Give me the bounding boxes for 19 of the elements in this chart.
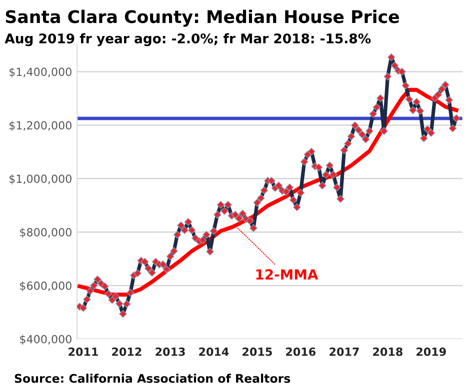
x-tick-label: 2014 bbox=[199, 348, 229, 356]
x-tick-label: 2013 bbox=[156, 348, 185, 356]
x-tick-label: 2015 bbox=[242, 348, 272, 356]
y-tick-label: $1,400,000 bbox=[10, 67, 72, 78]
y-tick-label: $600,000 bbox=[20, 281, 72, 292]
y-tick-label: $800,000 bbox=[20, 228, 72, 238]
chart-title: Santa Clara County: Median House Price bbox=[6, 10, 400, 27]
chart-subtitle: Aug 2019 fr year ago: -2.0%; fr Mar 2018: -15.8% bbox=[4, 33, 371, 46]
y-tick-label: $1,200,000 bbox=[10, 120, 72, 132]
x-tick-label: 2012 bbox=[112, 348, 142, 356]
x-tick-label: 2019 bbox=[416, 348, 446, 356]
y-tick-label: $1,000,000 bbox=[10, 174, 72, 184]
annotation: 12-MMA bbox=[256, 269, 318, 280]
x-tick-label: 2011 bbox=[68, 348, 98, 356]
y-tick-label: $400,000 bbox=[20, 334, 72, 345]
x-tick-label: 2016 bbox=[286, 348, 316, 356]
x-tick-label: 2017 bbox=[330, 348, 359, 356]
source-note: Source: California Association of Realtors bbox=[14, 374, 290, 383]
x-tick-label: 2018 bbox=[373, 348, 402, 356]
